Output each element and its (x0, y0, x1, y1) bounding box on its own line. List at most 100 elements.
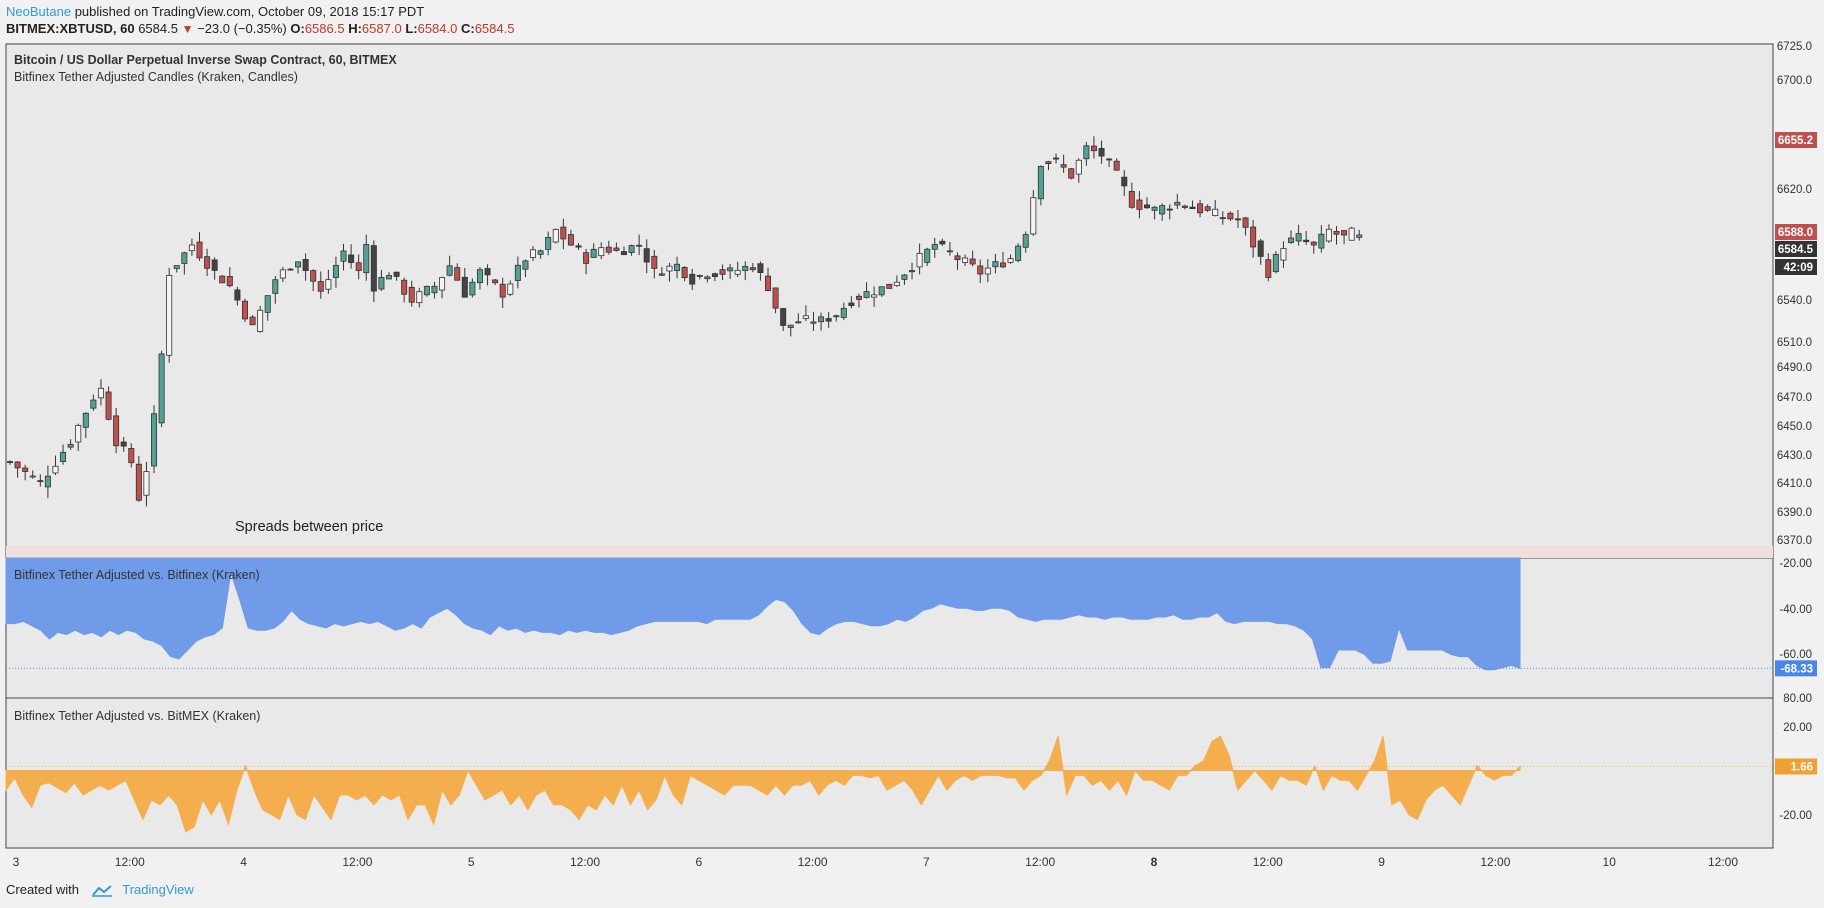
price-tag-label: 6655.2 (1778, 135, 1813, 147)
x-tick-label: 12:00 (115, 855, 145, 869)
candle-body (1295, 233, 1302, 242)
candle-body (893, 281, 900, 286)
down-arrow-icon: ▼ (181, 22, 194, 36)
candle-body (264, 295, 271, 313)
y-tick-label: 6540.0 (1777, 295, 1812, 307)
candle-body (135, 463, 142, 501)
y-tick-label: 6620.0 (1777, 184, 1812, 196)
candle-body (1098, 148, 1105, 157)
candle-body (999, 262, 1006, 268)
price-tag-label: 6588.0 (1778, 227, 1813, 239)
candle-body (1356, 234, 1363, 238)
candle-body (772, 287, 779, 309)
candle-body (552, 229, 559, 243)
candle-body (234, 289, 241, 301)
created-with-text: Created with (6, 882, 79, 897)
pane-1-background (5, 43, 1774, 559)
ohlc-line: BITMEX:XBTUSD, 60 6584.5 ▼ −23.0 (−0.35%… (6, 21, 514, 36)
candle-body (651, 255, 658, 269)
candle-body (878, 286, 885, 296)
candle-body (82, 412, 89, 428)
main-pane-bottom-band (6, 546, 1773, 558)
candle-body (802, 315, 809, 319)
candle-body (1265, 259, 1272, 278)
candle-body (385, 275, 392, 280)
candle-body (719, 269, 726, 275)
candle-body (734, 269, 741, 275)
spread-bitmex-area (5, 735, 1521, 833)
candle-body (241, 300, 248, 320)
x-tick-label: 12:00 (570, 855, 600, 869)
candle-body (818, 316, 825, 323)
candle-body (348, 254, 355, 263)
x-tick-label: 12:00 (798, 855, 828, 869)
x-tick-label: 12:00 (1253, 855, 1283, 869)
candle-body (151, 413, 158, 467)
candle-body (825, 318, 832, 322)
candle-body (636, 244, 643, 247)
candle-body (370, 245, 377, 292)
x-tick-label: 12:00 (342, 855, 372, 869)
price-tag (1775, 132, 1817, 148)
main-subtitle: Bitfinex Tether Adjusted Candles (Kraken… (14, 70, 298, 84)
candle-body (75, 425, 82, 443)
candle-body (7, 461, 13, 463)
candle-body (439, 277, 446, 291)
x-tick-label: 4 (240, 855, 247, 869)
candle-body (1075, 159, 1082, 175)
candle-body (1060, 164, 1067, 168)
candle-body (939, 240, 946, 245)
candle-body (840, 307, 847, 318)
y-tick-label: 6370.0 (1777, 535, 1812, 547)
candle-body (666, 265, 673, 272)
candle-body (60, 451, 67, 462)
candle-body (249, 316, 256, 326)
candle-body (499, 283, 506, 298)
candle-body (1106, 158, 1113, 161)
x-tick-label: 6 (695, 855, 702, 869)
y-tick-label: 6725.0 (1777, 41, 1812, 53)
candle-body (257, 309, 264, 332)
candle-body (1219, 217, 1226, 220)
candle-body (1090, 145, 1097, 152)
tradingview-link[interactable]: TradingView (122, 882, 194, 897)
candle-body (204, 256, 211, 269)
change-value: −23.0 (−0.35%) (197, 21, 287, 36)
candle-body (643, 248, 650, 263)
candle-body (1197, 203, 1204, 214)
candle-body (446, 265, 453, 276)
candle-body (378, 277, 385, 290)
candle-body (946, 250, 953, 253)
candle-body (977, 265, 984, 275)
candle-body (113, 415, 120, 447)
candle-body (901, 274, 908, 280)
candle-body (613, 247, 620, 251)
candle-body (583, 252, 590, 264)
candle-body (1288, 237, 1295, 243)
candle-body (492, 279, 499, 284)
candle-body (674, 263, 681, 271)
candle-body (1113, 160, 1120, 171)
candle-body (90, 399, 97, 409)
candle-body (1325, 228, 1332, 242)
tradingview-logo-icon (91, 884, 112, 897)
candle-body (310, 270, 317, 282)
author-link[interactable]: NeoButane (6, 4, 72, 19)
candle-body (1121, 176, 1128, 187)
y-tick-label: -20.00 (1779, 810, 1812, 822)
candle-body (469, 281, 476, 296)
candle-body (22, 467, 29, 472)
candle-body (780, 308, 787, 326)
price-tag (1775, 259, 1817, 275)
candle-body (1068, 168, 1075, 179)
candle-body (287, 268, 294, 271)
price-tag-label: 6584.5 (1778, 244, 1814, 256)
candle-body (992, 261, 999, 268)
candle-body (219, 275, 226, 284)
candle-body (681, 267, 688, 279)
candle-body (423, 285, 430, 296)
pane-2-background (5, 557, 1774, 699)
high-label: H: (348, 21, 362, 36)
candle-body (909, 270, 916, 273)
